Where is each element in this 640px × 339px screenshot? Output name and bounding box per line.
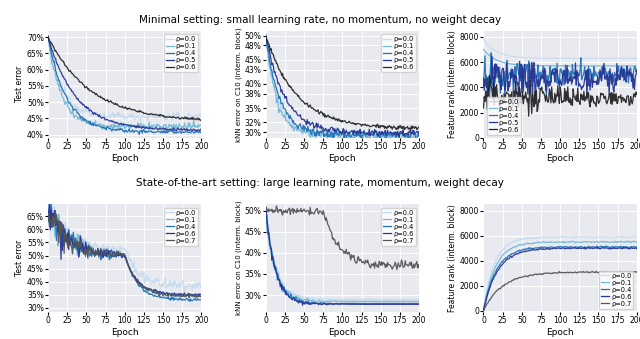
Y-axis label: kNN error on C10 (interm. block): kNN error on C10 (interm. block) bbox=[236, 27, 242, 141]
Y-axis label: Test error: Test error bbox=[15, 240, 24, 276]
X-axis label: Epoch: Epoch bbox=[547, 328, 574, 337]
Legend: ρ=0.0, ρ=0.1, ρ=0.4, ρ=0.5, ρ=0.6: ρ=0.0, ρ=0.1, ρ=0.4, ρ=0.5, ρ=0.6 bbox=[381, 34, 416, 72]
Y-axis label: Test error: Test error bbox=[15, 66, 24, 102]
Legend: ρ=0.0, ρ=0.1, ρ=0.4, ρ=0.6, ρ=0.7: ρ=0.0, ρ=0.1, ρ=0.4, ρ=0.6, ρ=0.7 bbox=[599, 271, 634, 308]
Legend: ρ=0.0, ρ=0.1, ρ=0.4, ρ=0.6, ρ=0.7: ρ=0.0, ρ=0.1, ρ=0.4, ρ=0.6, ρ=0.7 bbox=[381, 208, 416, 246]
Legend: ρ=0.0, ρ=0.1, ρ=0.4, ρ=0.5, ρ=0.6: ρ=0.0, ρ=0.1, ρ=0.4, ρ=0.5, ρ=0.6 bbox=[487, 97, 521, 135]
Y-axis label: Feature rank (interm. block): Feature rank (interm. block) bbox=[448, 204, 457, 312]
Text: State-of-the-art setting: large learning rate, momentum, weight decay: State-of-the-art setting: large learning… bbox=[136, 178, 504, 188]
X-axis label: Epoch: Epoch bbox=[547, 154, 574, 163]
X-axis label: Epoch: Epoch bbox=[111, 328, 138, 337]
Text: Minimal setting: small learning rate, no momentum, no weight decay: Minimal setting: small learning rate, no… bbox=[139, 15, 501, 25]
Legend: ρ=0.0, ρ=0.1, ρ=0.4, ρ=0.5, ρ=0.6: ρ=0.0, ρ=0.1, ρ=0.4, ρ=0.5, ρ=0.6 bbox=[164, 34, 198, 72]
X-axis label: Epoch: Epoch bbox=[328, 328, 356, 337]
Y-axis label: kNN error on C10 (interm. block): kNN error on C10 (interm. block) bbox=[236, 201, 242, 316]
Legend: ρ=0.0, ρ=0.1, ρ=0.4, ρ=0.6, ρ=0.7: ρ=0.0, ρ=0.1, ρ=0.4, ρ=0.6, ρ=0.7 bbox=[164, 208, 198, 246]
X-axis label: Epoch: Epoch bbox=[328, 154, 356, 163]
X-axis label: Epoch: Epoch bbox=[111, 154, 138, 163]
Y-axis label: Feature rank (interm. block): Feature rank (interm. block) bbox=[448, 30, 457, 138]
